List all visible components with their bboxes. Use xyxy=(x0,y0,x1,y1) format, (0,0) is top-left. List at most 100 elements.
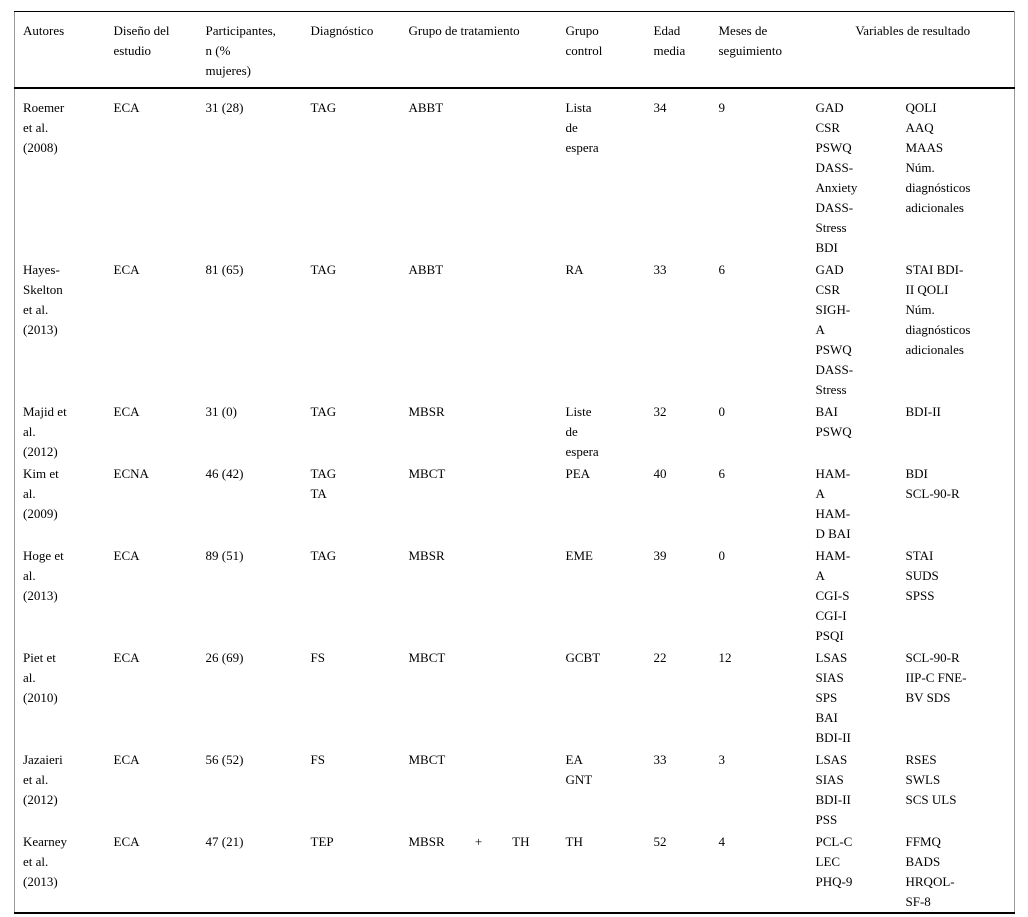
cell-diseno: ECA xyxy=(113,262,140,277)
cell-variables-b: FFMQ BADS HRQOL- SF-8 xyxy=(905,834,955,909)
cell-diseno: ECNA xyxy=(113,466,149,481)
table-header: Autores Diseño del estudio Participantes… xyxy=(14,11,1015,89)
table-row-piet: Piet et al. (2010) ECA 26 (69) FS MBCT G… xyxy=(15,646,1015,748)
cell-meses: 12 xyxy=(718,650,732,665)
cell-autores: Hayes- Skelton et al. (2013) xyxy=(23,262,63,337)
cell-variables-b: SCL-90-R IIP-C FNE- BV SDS xyxy=(905,650,967,705)
cell-tratamiento: MBSR xyxy=(408,404,445,419)
header-diagnostico: Diagnóstico xyxy=(302,11,401,89)
cell-edad: 40 xyxy=(653,466,667,481)
header-edad-media: Edad media xyxy=(645,11,711,89)
cell-meses: 0 xyxy=(718,548,726,563)
cell-diseno: ECA xyxy=(113,650,140,665)
cell-variables-b: STAI BDI- II QOLI Núm. diagnósticos adic… xyxy=(905,262,971,357)
cell-diagnostico: FS xyxy=(310,650,325,665)
cell-control: GCBT xyxy=(565,650,601,665)
cell-diagnostico: TAG xyxy=(310,548,337,563)
cell-diagnostico: TAG xyxy=(310,262,337,277)
cell-tratamiento: MBCT xyxy=(408,466,446,481)
table-row-hayes-skelton: Hayes- Skelton et al. (2013) ECA 81 (65)… xyxy=(15,258,1015,400)
cell-tratamiento: MBCT xyxy=(408,650,446,665)
header-grupo-control: Grupo control xyxy=(557,11,646,89)
cell-tratamiento: ABBT xyxy=(408,100,444,115)
header-meses-seguimiento: Meses de seguimiento xyxy=(710,11,808,89)
cell-variables-b: STAI SUDS SPSS xyxy=(905,548,939,603)
cell-edad: 33 xyxy=(653,752,667,767)
cell-edad: 52 xyxy=(653,834,667,849)
header-autores: Autores xyxy=(14,11,106,89)
cell-autores: Majid et al. (2012) xyxy=(23,404,67,459)
cell-diagnostico: TAG xyxy=(310,100,337,115)
cell-edad: 39 xyxy=(653,548,667,563)
cell-participantes: 81 (65) xyxy=(205,262,244,277)
cell-variables-a: HAM- A HAM- D BAI xyxy=(815,466,851,541)
cell-diseno: ECA xyxy=(113,404,140,419)
cell-tratamiento: ABBT xyxy=(408,262,444,277)
cell-tratamiento: MBCT xyxy=(408,752,446,767)
cell-variables-a: BAI PSWQ xyxy=(815,404,852,439)
cell-control: TH xyxy=(565,834,583,849)
cell-variables-a: HAM- A CGI-S CGI-I PSQI xyxy=(815,548,851,643)
header-variables-resultado: Variables de resultado xyxy=(807,11,1015,89)
cell-edad: 34 xyxy=(653,100,667,115)
cell-control: EA GNT xyxy=(565,752,593,787)
cell-tratamiento: MBSR + TH xyxy=(408,834,530,849)
cell-meses: 3 xyxy=(718,752,726,767)
table-row-jazaieri: Jazaieri et al. (2012) ECA 56 (52) FS MB… xyxy=(15,748,1015,830)
cell-control: PEA xyxy=(565,466,591,481)
header-diseno-del-estudio: Diseño del estudio xyxy=(105,11,198,89)
table-row-hoge: Hoge et al. (2013) ECA 89 (51) TAG MBSR … xyxy=(15,544,1015,646)
cell-diagnostico: TAG xyxy=(310,404,337,419)
cell-autores: Kim et al. (2009) xyxy=(23,466,59,521)
cell-variables-a: GAD CSR PSWQ DASS- Anxiety DASS- Stress … xyxy=(815,100,858,255)
cell-variables-a: PCL-C LEC PHQ-9 xyxy=(815,834,853,889)
cell-autores: Piet et al. (2010) xyxy=(23,650,58,705)
cell-variables-b: QOLI AAQ MAAS Núm. diagnósticos adiciona… xyxy=(905,100,971,215)
header-participantes: Participantes, n (% mujeres) xyxy=(197,11,303,89)
cell-participantes: 31 (28) xyxy=(205,100,244,115)
cell-participantes: 89 (51) xyxy=(205,548,244,563)
cell-participantes: 31 (0) xyxy=(205,404,237,419)
table-row-majid: Majid et al. (2012) ECA 31 (0) TAG MBSR … xyxy=(15,400,1015,462)
cell-edad: 32 xyxy=(653,404,667,419)
cell-diagnostico: TAG TA xyxy=(310,466,337,501)
cell-participantes: 26 (69) xyxy=(205,650,244,665)
cell-participantes: 56 (52) xyxy=(205,752,244,767)
cell-meses: 0 xyxy=(718,404,726,419)
cell-variables-a: GAD CSR SIGH- A PSWQ DASS- Stress xyxy=(815,262,854,397)
table-body: Roemer et al. (2008) ECA 31 (28) TAG ABB… xyxy=(15,88,1015,913)
header-grupo-tratamiento: Grupo de tratamiento xyxy=(400,11,558,89)
cell-meses: 6 xyxy=(718,466,726,481)
cell-control: EME xyxy=(565,548,593,563)
cell-autores: Jazaieri et al. (2012) xyxy=(23,752,63,807)
cell-edad: 22 xyxy=(653,650,667,665)
table-row-kim: Kim et al. (2009) ECNA 46 (42) TAG TA MB… xyxy=(15,462,1015,544)
cell-control: RA xyxy=(565,262,584,277)
cell-diseno: ECA xyxy=(113,100,140,115)
cell-diseno: ECA xyxy=(113,834,140,849)
cell-diagnostico: FS xyxy=(310,752,325,767)
cell-control: Liste de espera xyxy=(565,404,599,459)
table-row-roemer: Roemer et al. (2008) ECA 31 (28) TAG ABB… xyxy=(15,88,1015,258)
cell-edad: 33 xyxy=(653,262,667,277)
cell-meses: 6 xyxy=(718,262,726,277)
cell-meses: 9 xyxy=(718,100,726,115)
studies-summary-table: Autores Diseño del estudio Participantes… xyxy=(14,11,1016,914)
cell-diagnostico: TEP xyxy=(310,834,334,849)
cell-variables-b: BDI SCL-90-R xyxy=(905,466,960,501)
cell-participantes: 47 (21) xyxy=(205,834,244,849)
cell-autores: Hoge et al. (2013) xyxy=(23,548,64,603)
cell-tratamiento: MBSR xyxy=(408,548,445,563)
cell-variables-b: BDI-II xyxy=(905,404,941,419)
cell-diseno: ECA xyxy=(113,548,140,563)
cell-variables-a: LSAS SIAS SPS BAI BDI-II xyxy=(815,650,851,745)
cell-meses: 4 xyxy=(718,834,726,849)
cell-diseno: ECA xyxy=(113,752,140,767)
cell-control: Lista de espera xyxy=(565,100,599,155)
cell-variables-a: LSAS SIAS BDI-II PSS xyxy=(815,752,851,827)
cell-autores: Roemer et al. (2008) xyxy=(23,100,65,155)
cell-autores: Kearney et al. (2013) xyxy=(23,834,68,889)
cell-participantes: 46 (42) xyxy=(205,466,244,481)
header-row: Autores Diseño del estudio Participantes… xyxy=(14,11,1015,89)
